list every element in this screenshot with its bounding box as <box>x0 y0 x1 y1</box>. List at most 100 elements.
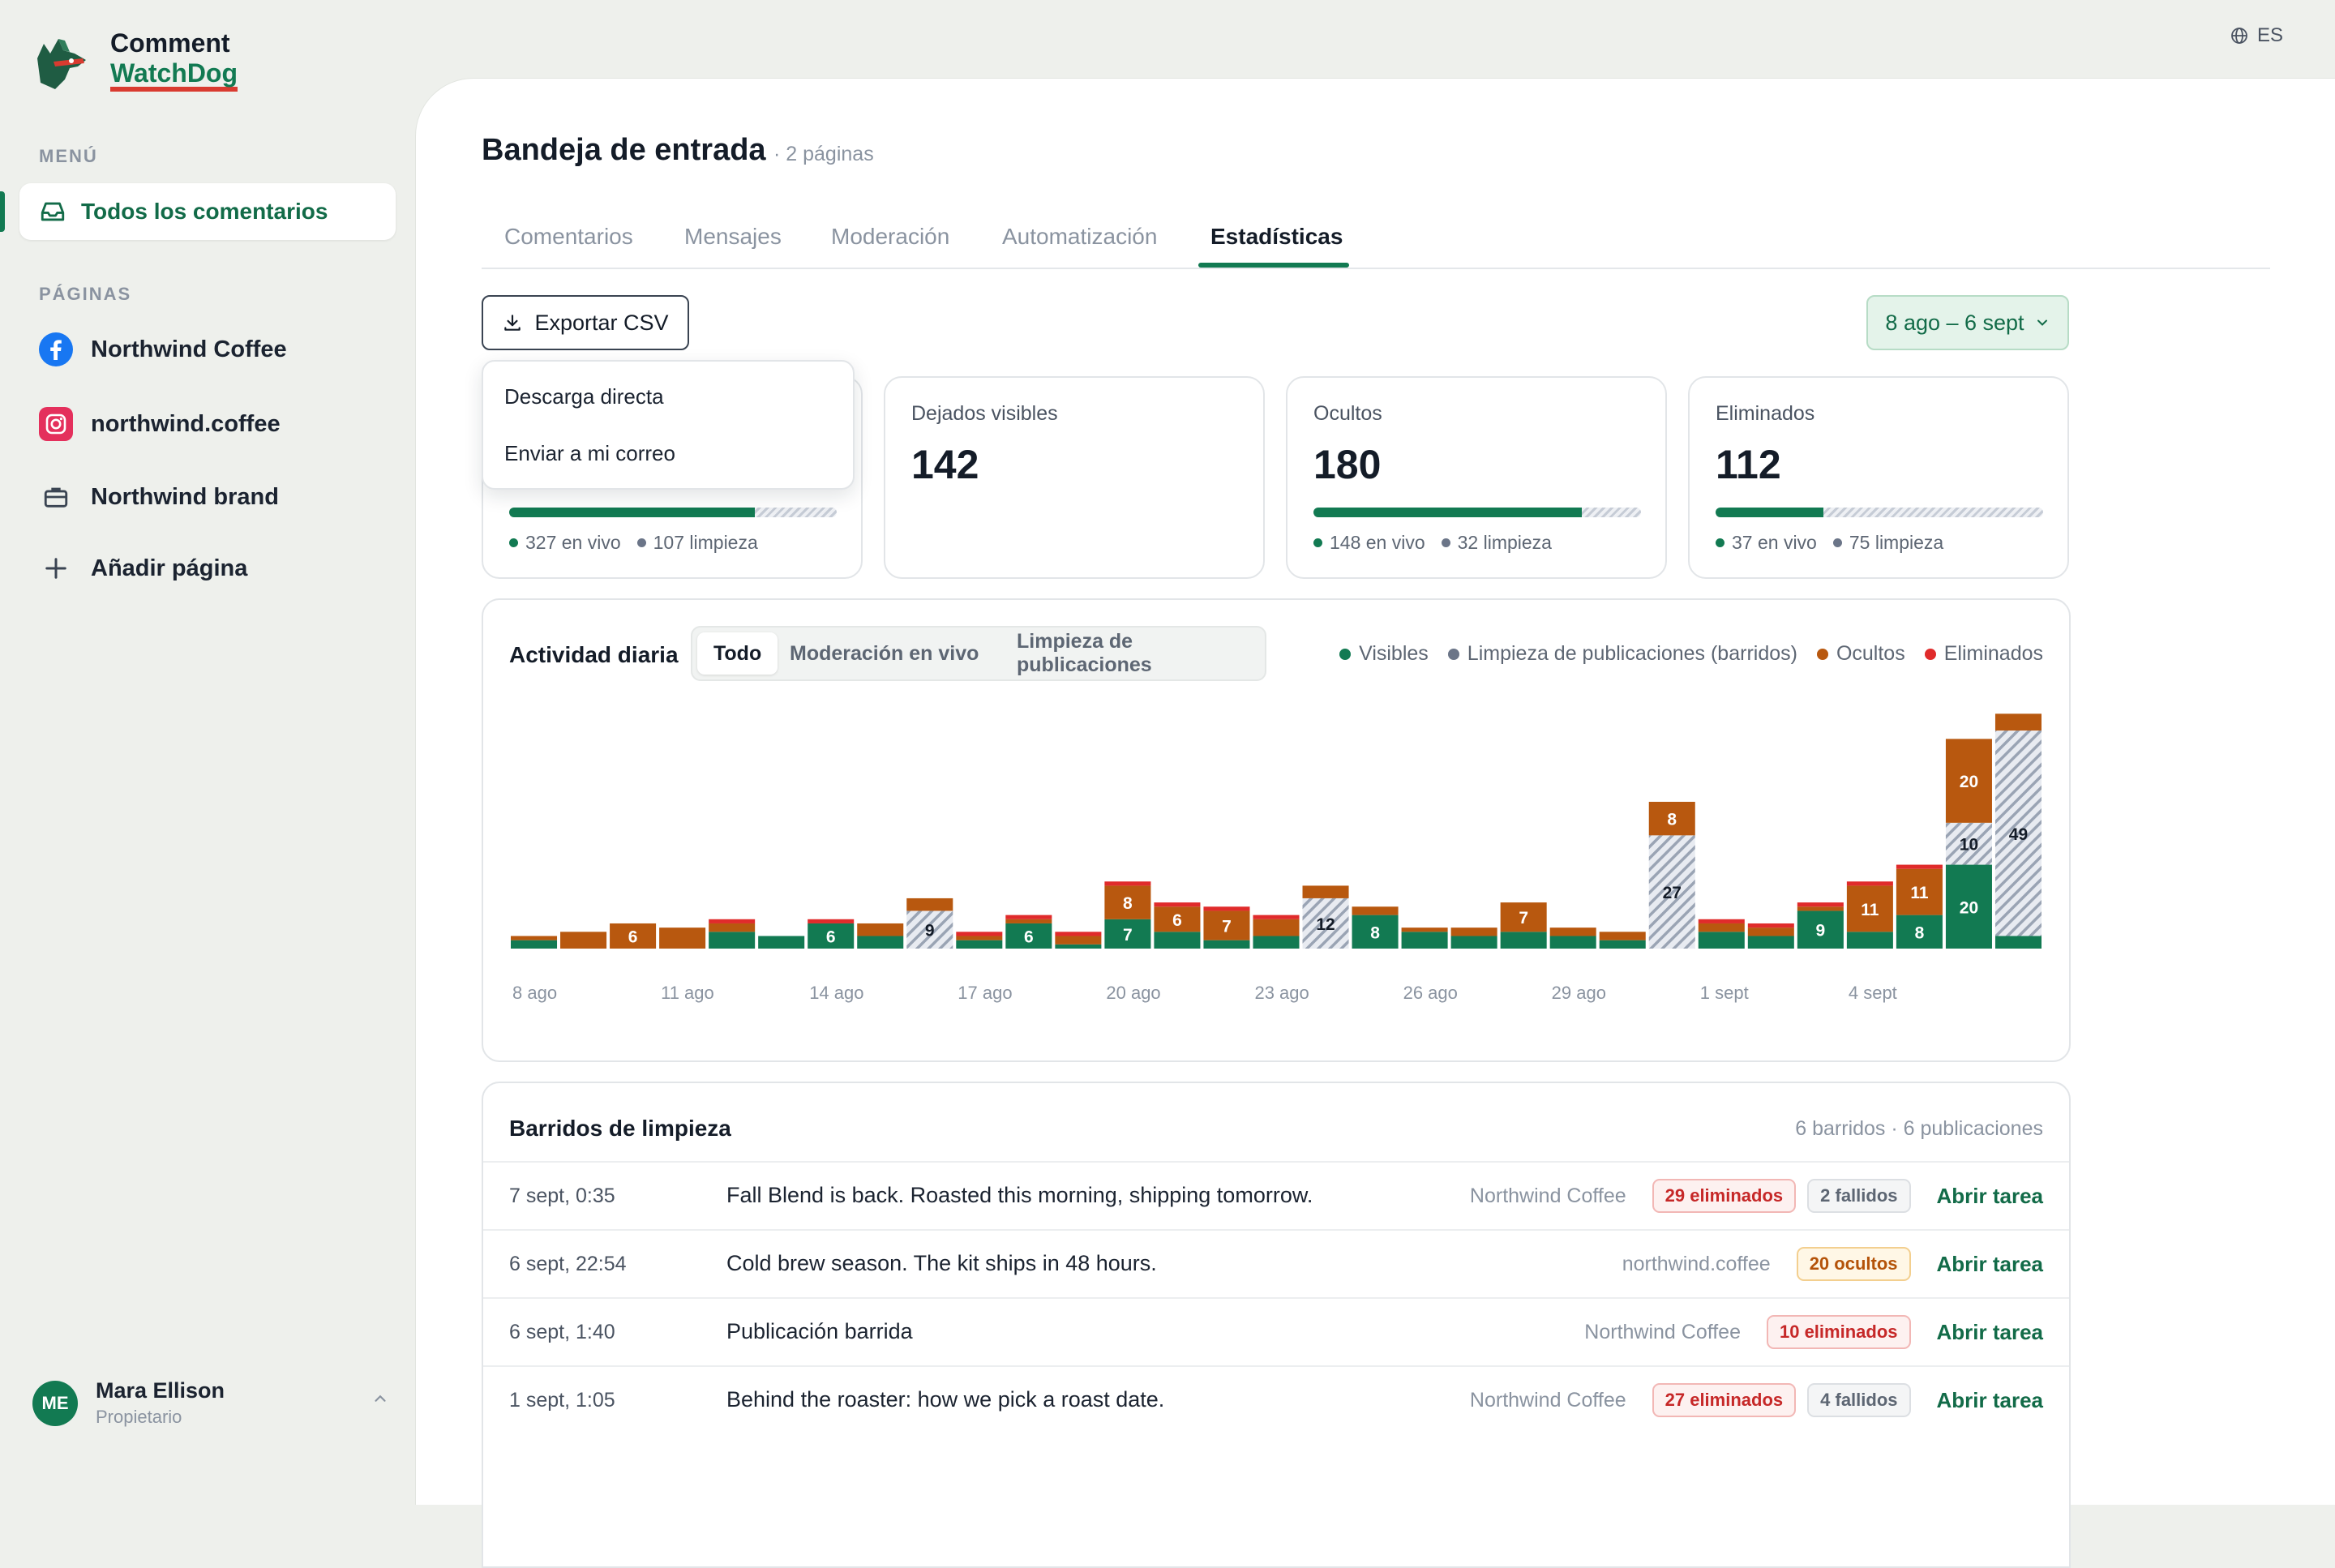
facebook-icon <box>39 332 73 366</box>
chart-bar-segment <box>1401 928 1448 932</box>
inbox-icon <box>41 202 65 221</box>
tab-comentarios[interactable]: Comentarios <box>504 224 633 249</box>
filter-post-cleanup[interactable]: Limpieza de publicaciones <box>1017 630 1152 676</box>
chart-bar-segment <box>1055 936 1102 945</box>
stat-live: 148 en vivo <box>1330 532 1425 553</box>
language-switcher[interactable]: ES <box>2230 24 2283 47</box>
chart-bar-segment <box>1104 885 1151 919</box>
sidebar-item-all-comments[interactable]: Todos los comentarios <box>19 183 396 240</box>
user-menu[interactable]: ME Mara Ellison Propietario <box>32 1378 389 1428</box>
sidebar-page-northwind-coffee[interactable]: Northwind Coffee <box>39 332 287 366</box>
filter-todo[interactable]: Todo <box>697 632 778 675</box>
tab-automatizacion[interactable]: Automatización <box>1002 224 1158 249</box>
open-task-link[interactable]: Abrir tarea <box>1936 1251 2044 1276</box>
chart-bar-segment <box>1747 936 1794 949</box>
sweep-page: Northwind Coffee <box>1584 1320 1741 1343</box>
date-range-label: 8 ago – 6 sept <box>1885 310 2024 335</box>
chart-bar-segment <box>1549 936 1596 949</box>
export-direct-download[interactable]: Descarga directa <box>504 384 664 409</box>
chart-bar-segment <box>560 932 607 949</box>
language-code: ES <box>2257 24 2284 46</box>
app-name-line2: WatchDog <box>110 59 238 92</box>
live-dot <box>1313 538 1322 547</box>
date-range-picker[interactable]: 8 ago – 6 sept <box>1866 295 2069 350</box>
stat-live: 37 en vivo <box>1732 532 1817 553</box>
tab-moderacion[interactable]: Moderación <box>831 224 950 249</box>
chart-bar-segment <box>1055 932 1102 936</box>
legend-label: Visibles <box>1359 642 1429 665</box>
status-badge: 2 fallidos <box>1807 1179 1911 1213</box>
chart-data-label: 11 <box>1910 884 1929 902</box>
cleanup-sweeps-panel: Barridos de limpieza 6 barridos · 6 publ… <box>482 1082 2071 1568</box>
open-task-link[interactable]: Abrir tarea <box>1936 1387 2044 1412</box>
open-task-link[interactable]: Abrir tarea <box>1936 1183 2044 1208</box>
active-tab-underline <box>1198 263 1349 268</box>
sweep-page: Northwind Coffee <box>1469 1388 1626 1412</box>
watchdog-logo-icon <box>37 39 86 89</box>
chart-bar-segment <box>1846 881 1893 886</box>
tab-mensajes[interactable]: Mensajes <box>684 224 782 249</box>
app-logo[interactable]: Comment WatchDog <box>26 26 238 94</box>
chart-data-label: 8 <box>1667 811 1677 829</box>
chart-bar-segment <box>1846 885 1893 932</box>
sweep-post-text: Publicación barrida <box>726 1319 913 1343</box>
chart-bar-segment <box>1352 915 1399 949</box>
stat-cleanup: 32 limpieza <box>1457 532 1552 553</box>
chart-bar-segment <box>1945 864 1992 949</box>
chevron-up-icon <box>375 1394 386 1402</box>
app-name: Comment WatchDog <box>110 28 238 92</box>
chart-bar-segment <box>1599 940 1646 949</box>
chart-data-label: 27 <box>1663 884 1682 902</box>
chart-bar-segment <box>1896 868 1943 915</box>
chart-bar-segment <box>1253 915 1300 919</box>
chart-bar-segment <box>808 919 855 923</box>
stat-legend: 37 en vivo 75 limpieza <box>1716 532 1943 554</box>
sidebar-item-label: Todos los comentarios <box>81 199 328 224</box>
legend-deleted: Eliminados <box>1924 642 2043 666</box>
filter-live-moderation[interactable]: Moderación en vivo <box>790 641 979 665</box>
stat-card-hidden: Ocultos 180 148 en vivo 32 limpieza <box>1286 376 1667 579</box>
chart-bar-segment <box>1154 902 1201 907</box>
open-task-link[interactable]: Abrir tarea <box>1936 1319 2044 1344</box>
legend-dot <box>1339 648 1352 660</box>
x-tick-label: 14 ago <box>809 983 863 1003</box>
chart-data-label: 6 <box>1172 911 1182 930</box>
status-badge: 20 ocultos <box>1796 1247 1911 1281</box>
sweep-row: 1 sept, 1:05 Behind the roaster: how we p… <box>483 1365 2069 1433</box>
chart-bar-segment <box>1747 923 1794 928</box>
chart-bar-segment <box>956 932 1003 936</box>
export-send-email[interactable]: Enviar a mi correo <box>504 441 675 465</box>
chart-data-label: 8 <box>1123 894 1133 913</box>
stat-card-visible: Dejados visibles 142 <box>884 376 1265 579</box>
chart-data-label: 7 <box>1519 909 1528 928</box>
chart-bar-segment <box>956 940 1003 949</box>
sweep-row-meta: Northwind Coffee 27 eliminados 4 fallidos A… <box>1470 1383 2043 1417</box>
chart-bar-segment <box>709 932 756 949</box>
chart-legend: Visibles Limpieza de publicaciones (barr… <box>1339 642 2043 666</box>
tab-estadisticas[interactable]: Estadísticas <box>1210 224 1343 249</box>
chart-bar-segment <box>1945 822 1992 865</box>
sweeps-title: Barridos de limpieza <box>509 1116 731 1141</box>
chart-bar-segment <box>956 936 1003 940</box>
stat-legend: 148 en vivo 32 limpieza <box>1313 532 1552 554</box>
stat-value: 112 <box>1716 442 1781 487</box>
chart-bar-segment <box>808 923 855 949</box>
add-page-button[interactable]: Añadir página <box>39 551 247 585</box>
daily-activity-chart: 6 6 9 6 7 8 6 7 12 8 7 27 8 9 11 8 11 20 10 20 49 8 ago 11 ago… <box>511 713 2042 1003</box>
status-badge: 4 fallidos <box>1807 1383 1911 1417</box>
sidebar-page-northwind-instagram[interactable]: northwind.coffee <box>39 407 281 441</box>
chart-title: Actividad diaria <box>509 642 679 667</box>
chart-bar-segment <box>1698 932 1745 949</box>
chart-bar-segment <box>1896 864 1943 869</box>
chart-bar-segment <box>1945 739 1992 823</box>
legend-visible: Visibles <box>1339 642 1429 666</box>
chart-bar-segment <box>511 936 558 940</box>
sidebar-page-label: Northwind Coffee <box>91 336 287 362</box>
sidebar-page-northwind-brand[interactable]: Northwind brand <box>39 480 279 514</box>
chart-bar-segment <box>1203 910 1250 940</box>
legend-dot <box>1816 648 1828 660</box>
chart-bar-segment <box>1005 923 1052 949</box>
chart-bar-segment <box>1154 906 1201 932</box>
stat-progress <box>509 508 837 517</box>
export-csv-button[interactable]: Exportar CSV <box>482 295 689 350</box>
